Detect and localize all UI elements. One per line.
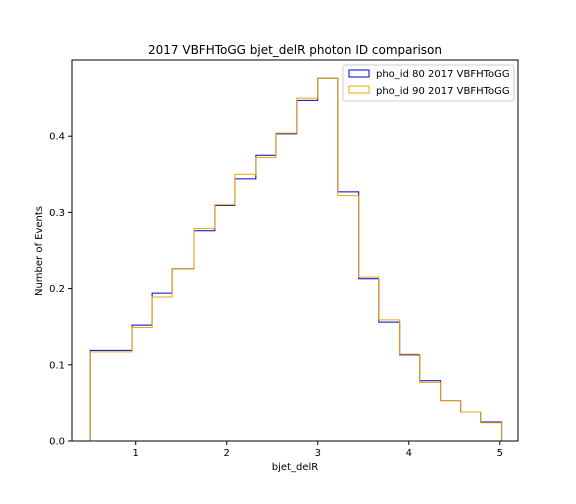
legend-label-pho-id-80: pho_id 80 2017 VBFHToGG: [376, 69, 510, 80]
x-axis-label: bjet_delR: [272, 462, 318, 473]
x-axis: 1 2 3 4 5: [133, 441, 503, 459]
legend-swatch-pho-id-90: [348, 85, 370, 94]
x-tick-label: 3: [315, 448, 321, 459]
legend-label-pho-id-90: pho_id 90 2017 VBFHToGG: [376, 86, 510, 97]
plot-area: [89, 77, 503, 441]
chart-title: 2017 VBFHToGG bjet_delR photon ID compar…: [148, 43, 442, 57]
axes-frame: [71, 59, 519, 442]
x-tick-label: 4: [406, 448, 412, 459]
x-tick-label: 5: [497, 448, 503, 459]
y-axis: 0.0 0.1 0.2 0.3 0.4: [49, 132, 72, 448]
legend-swatch-pho-id-80: [348, 69, 370, 78]
legend: pho_id 80 2017 VBFHToGG pho_id 90 2017 V…: [342, 64, 515, 102]
x-tick-label: 1: [133, 448, 139, 459]
y-tick-label: 0.3: [49, 208, 65, 219]
y-tick-label: 0.2: [49, 284, 65, 295]
y-tick-label: 0.4: [49, 132, 65, 143]
histogram-series-1: [89, 77, 503, 441]
y-axis-label: Number of Events: [34, 206, 45, 296]
legend-box: [342, 64, 515, 102]
y-tick-label: 0.0: [49, 437, 65, 448]
x-tick-label: 2: [224, 448, 230, 459]
y-tick-label: 0.1: [49, 360, 65, 371]
